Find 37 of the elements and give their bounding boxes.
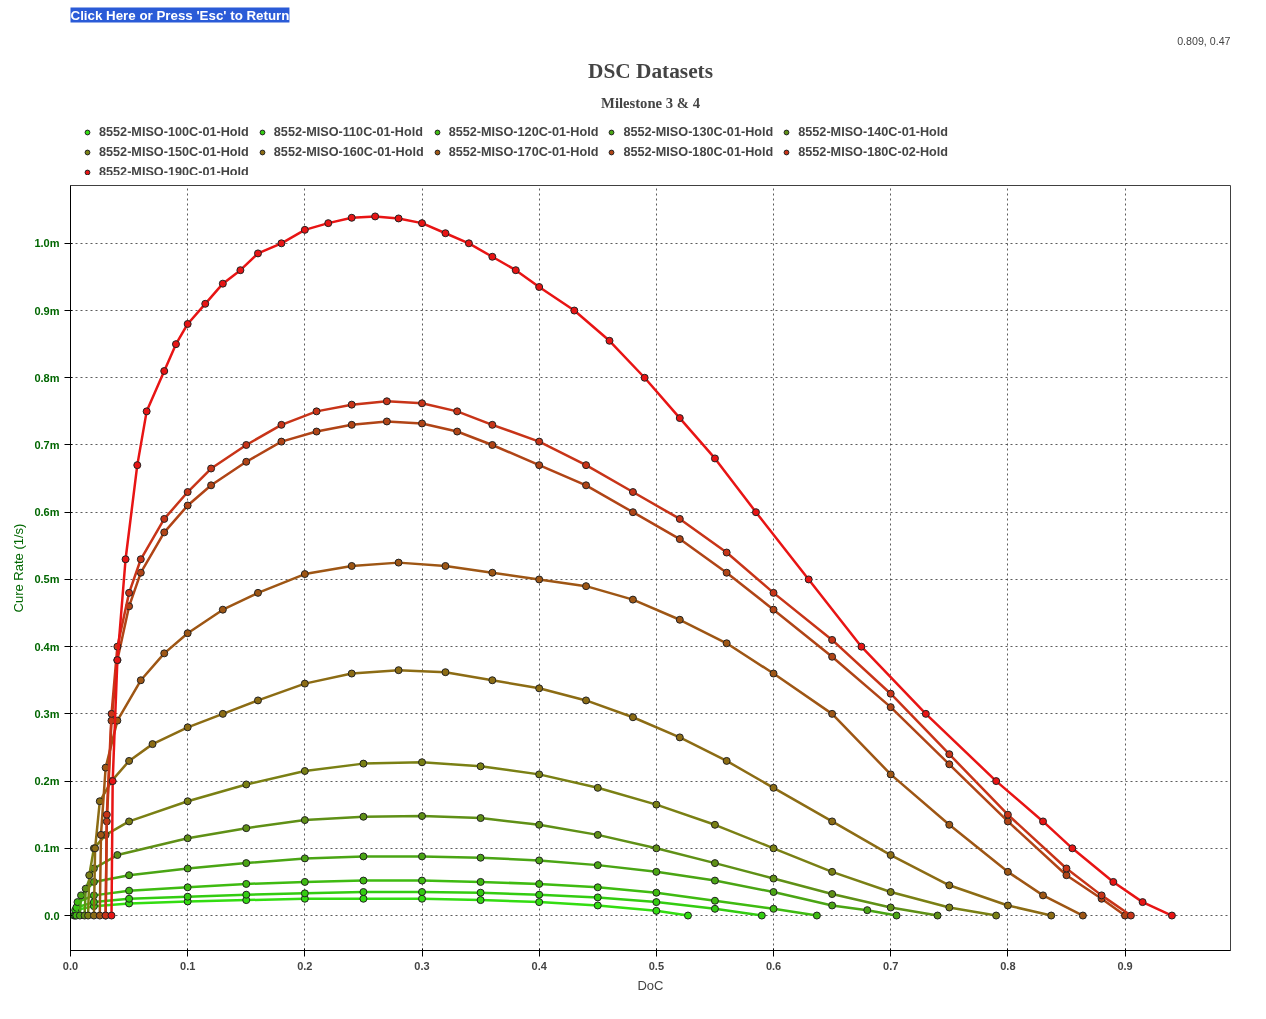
legend-label: 8552-MISO-180C-01-Hold [623,145,774,159]
legend-label: 8552-MISO-150C-01-Hold [99,145,249,159]
y-tick-label: 0.6m [34,506,60,519]
legend-label: 8552-MISO-140C-01-Hold [798,125,949,139]
legend-label: 8552-MISO-160C-01-Hold [273,145,424,159]
y-tick-label: 0.1m [34,842,60,855]
y-tick-label: 0.9m [34,304,60,317]
y-tick-label: 0.0 [44,909,60,922]
x-tick-label: 0.7 [883,959,899,972]
y-tick-label: 1.0m [34,237,60,250]
chart-title: DSC Datasets [588,58,714,83]
legend-label: 8552-MISO-180C-02-Hold [798,145,949,159]
x-tick-label: 0.0 [62,959,79,972]
legend-label: 8552-MISO-170C-01-Hold [448,145,599,159]
y-tick-label: 0.5m [34,573,60,586]
text: 0.809, 0.47 [1177,34,1231,47]
x-tick-label: 0.4 [531,959,548,972]
legend-label: 8552-MISO-120C-01-Hold [448,125,599,139]
y-axis-title: Cure Rate (1/s) [11,523,27,613]
x-tick-label: 0.1 [180,959,196,972]
y-tick-label: 0.4m [34,640,60,653]
y-tick-label: 0.8m [34,371,60,384]
x-tick-label: 0.5 [648,959,665,972]
x-tick-label: 0.9 [1117,959,1133,972]
x-tick-label: 0.2 [297,959,313,972]
y-tick-label: 0.7m [34,438,60,451]
x-tick-label: 0.8 [1000,959,1016,972]
y-tick-label: 0.2m [34,775,60,788]
legend-label: 8552-MISO-110C-01-Hold [273,125,423,139]
chart-subtitle: Milestone 3 & 4 [601,94,701,111]
legend-label: 8552-MISO-130C-01-Hold [623,125,774,139]
x-tick-label: 0.6 [765,959,782,972]
legend-label: 8552-MISO-100C-01-Hold [99,125,249,139]
x-tick-label: 0.3 [414,959,430,972]
text: Click Here or Press 'Esc' to Return [70,7,290,23]
x-axis-title: DoC [637,977,664,993]
y-tick-label: 0.3m [34,707,60,720]
